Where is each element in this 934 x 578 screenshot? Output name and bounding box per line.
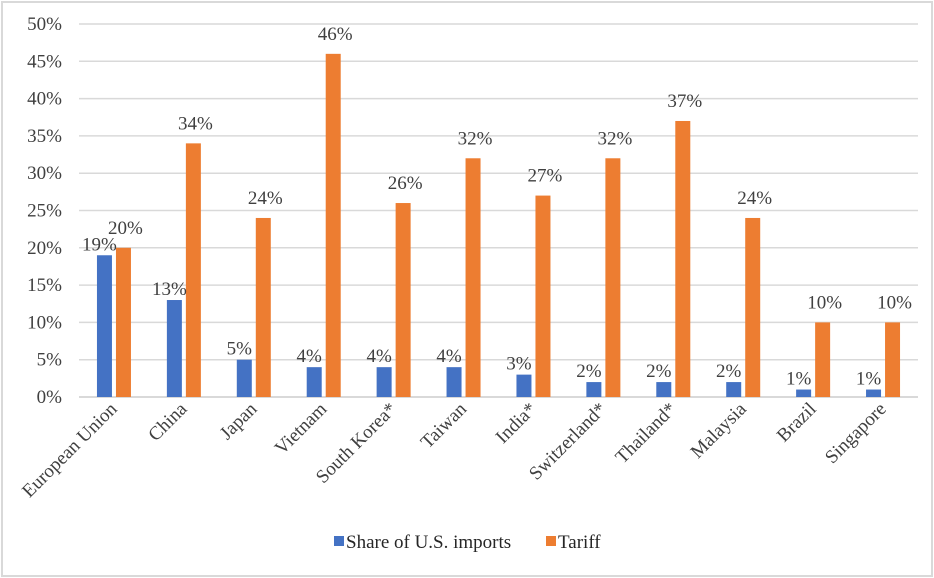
y-tick-label: 10% <box>27 312 62 333</box>
bar-share-of-imports <box>376 367 392 397</box>
x-tick-label: China <box>144 398 191 445</box>
y-tick-label: 50% <box>27 14 62 35</box>
bar-tariff <box>185 143 201 397</box>
data-label: 10% <box>807 292 842 313</box>
data-label: 13% <box>152 279 187 300</box>
bars <box>96 53 901 398</box>
bar-share-of-imports <box>726 382 742 397</box>
y-tick-label: 15% <box>27 275 62 296</box>
bar-share-of-imports <box>796 389 812 397</box>
bar-tariff <box>885 322 901 397</box>
x-tick-label: India* <box>492 399 541 448</box>
bar-tariff <box>605 158 621 397</box>
y-tick-label: 5% <box>37 350 63 371</box>
bar-tariff <box>395 203 411 397</box>
y-tick-label: 45% <box>27 51 62 72</box>
y-tick-label: 0% <box>37 387 63 408</box>
y-tick-label: 35% <box>27 126 62 147</box>
bar-tariff <box>115 247 131 397</box>
bar-share-of-imports <box>306 367 322 397</box>
bar-tariff <box>675 120 691 397</box>
data-label: 24% <box>737 188 772 209</box>
y-axis-ticks: 0% 5% 10% 15% 20% 25% 30% 35% 40% 45% 50% <box>27 14 62 408</box>
x-tick-label: Thailand* <box>612 399 681 468</box>
bar-share-of-imports <box>586 382 602 397</box>
data-label: 1% <box>786 369 812 390</box>
data-label: 2% <box>716 361 742 382</box>
bar-share-of-imports <box>866 389 882 397</box>
bar-tariff <box>465 158 481 397</box>
x-tick-label: Japan <box>216 398 262 444</box>
bar-share-of-imports <box>166 300 182 397</box>
data-label: 10% <box>877 292 912 313</box>
data-label: 37% <box>667 91 702 112</box>
data-label: 1% <box>856 369 882 390</box>
data-label: 34% <box>178 113 213 134</box>
y-tick-label: 20% <box>27 238 62 259</box>
bar-share-of-imports <box>446 367 462 397</box>
x-tick-label: European Union <box>18 398 122 502</box>
legend-label-share-of-imports: Share of U.S. imports <box>346 532 511 553</box>
data-labels: 19%20% 13% 34% 5% 24% 4% 46% 4% 26% 4% 32% 3% 27% 2% 3… <box>82 24 912 390</box>
data-label: 3% <box>506 354 532 375</box>
x-tick-label: Malaysia <box>687 398 751 462</box>
gridlines <box>79 23 918 398</box>
data-label: 46% <box>318 24 353 45</box>
data-label: 19% <box>82 234 117 255</box>
bar-share-of-imports <box>96 255 112 397</box>
data-label: 2% <box>576 361 602 382</box>
legend-swatch-tariff <box>546 536 556 546</box>
data-label: 4% <box>297 346 323 367</box>
data-label: 26% <box>388 173 423 194</box>
x-tick-label: Singapore <box>821 399 890 468</box>
y-tick-label: 25% <box>27 201 62 222</box>
x-tick-label: Brazil <box>773 399 821 447</box>
data-label: 32% <box>597 128 632 149</box>
data-label: 5% <box>227 339 253 360</box>
bar-tariff <box>535 195 551 397</box>
legend-swatch-share-of-imports <box>334 536 344 546</box>
data-label: 4% <box>366 346 392 367</box>
x-tick-label: Taiwan <box>417 398 472 453</box>
data-label: 32% <box>458 128 493 149</box>
legend: Share of U.S. imports Tariff <box>334 532 601 553</box>
y-tick-label: 30% <box>27 163 62 184</box>
bar-tariff <box>325 53 341 398</box>
bar-share-of-imports <box>236 359 252 397</box>
x-tick-label: Vietnam <box>271 399 331 459</box>
data-label: 2% <box>646 361 672 382</box>
data-label: 20% <box>108 218 143 239</box>
y-tick-label: 40% <box>27 89 62 110</box>
bar-share-of-imports <box>656 382 672 397</box>
data-label: 27% <box>528 166 563 187</box>
data-label: 24% <box>248 188 283 209</box>
bar-share-of-imports <box>516 374 532 397</box>
bar-tariff <box>255 217 271 397</box>
legend-label-tariff: Tariff <box>558 532 601 553</box>
data-label: 4% <box>436 346 462 367</box>
bar-tariff <box>745 217 761 397</box>
bar-tariff <box>815 322 831 397</box>
